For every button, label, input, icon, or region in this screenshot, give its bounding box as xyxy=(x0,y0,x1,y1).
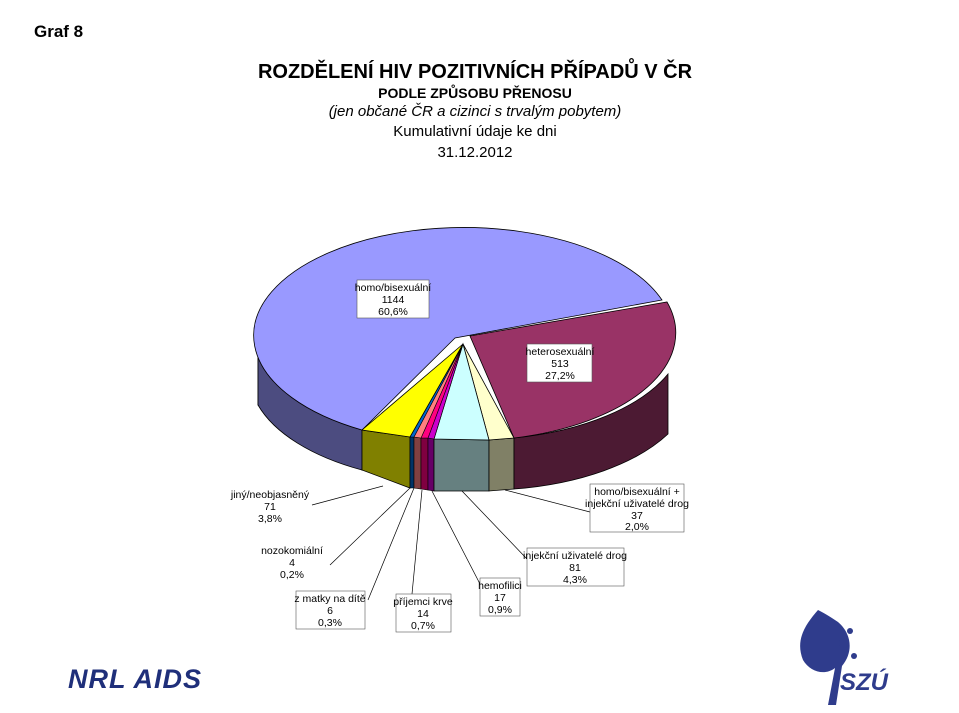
svg-text:71: 71 xyxy=(264,501,276,513)
svg-text:homo/bisexuální +: homo/bisexuální + xyxy=(594,486,680,498)
slice-side-hetero xyxy=(513,372,669,490)
svg-text:0,2%: 0,2% xyxy=(280,569,304,581)
svg-text:60,6%: 60,6% xyxy=(378,306,408,318)
chart-subtitle-scope: (jen občané ČR a cizinci s trvalým pobyt… xyxy=(328,103,622,120)
svg-text:1144: 1144 xyxy=(382,294,405,306)
slice-homo xyxy=(253,227,663,431)
label-krev: příjemci krve 14 0,7% xyxy=(393,593,453,633)
svg-text:hemofilici: hemofilici xyxy=(478,580,522,592)
svg-text:81: 81 xyxy=(569,562,581,574)
svg-text:0,7%: 0,7% xyxy=(411,620,435,632)
svg-text:příjemci krve: příjemci krve xyxy=(393,596,453,608)
svg-text:jiný/neobjasněný: jiný/neobjasněný xyxy=(230,489,310,501)
slice-side-homoidu xyxy=(488,437,515,492)
svg-text:4,3%: 4,3% xyxy=(563,574,587,586)
chart-date: 31.12.2012 xyxy=(437,144,513,161)
svg-text:nozokomiální: nozokomiální xyxy=(261,545,323,557)
label-homo-idu: homo/bisexuální + injekční uživatelé dro… xyxy=(585,483,689,533)
label-hemo: hemofilici 17 0,9% xyxy=(478,577,522,617)
chart-subtitle: PODLE ZPŮSOBU PŘENOSU xyxy=(378,85,572,101)
szu-logo: SZÚ xyxy=(800,610,889,705)
szu-logo-dot-icon xyxy=(839,638,849,648)
szu-logo-figure-icon xyxy=(800,610,850,705)
svg-text:6: 6 xyxy=(327,605,333,617)
label-homo: homo/bisexuální 1144 60,6% xyxy=(355,279,432,319)
label-idu: injekční uživatelé drog 81 4,3% xyxy=(523,547,627,587)
label-jiny: jiný/neobjasněný 71 3,8% xyxy=(230,489,310,525)
slice-side-idu xyxy=(433,438,490,492)
leader-line-krev xyxy=(411,489,423,595)
chart-subtitle-cumulative: Kumulativní údaje ke dni xyxy=(393,123,557,140)
slice-side-nozo xyxy=(409,436,415,489)
nrl-aids-logo: NRL AIDS xyxy=(68,664,203,694)
label-matka: z matky na dítě 6 0,3% xyxy=(294,590,366,630)
slice-side-krev xyxy=(420,437,429,491)
slice-side-matka xyxy=(413,436,422,490)
szu-logo-text: SZÚ xyxy=(840,668,889,696)
svg-text:0,9%: 0,9% xyxy=(488,604,512,616)
svg-text:injekční uživatelé drog: injekční uživatelé drog xyxy=(585,498,689,510)
svg-text:2,0%: 2,0% xyxy=(625,521,649,533)
svg-text:3,8%: 3,8% xyxy=(258,513,282,525)
svg-text:27,2%: 27,2% xyxy=(545,370,575,382)
svg-text:17: 17 xyxy=(494,592,506,604)
svg-text:injekční uživatelé drog: injekční uživatelé drog xyxy=(523,550,627,562)
leader-line-homoidu xyxy=(504,489,591,513)
label-nozo: nozokomiální 4 0,2% xyxy=(261,545,323,581)
label-hetero: heterosexuální 513 27,2% xyxy=(526,343,595,383)
svg-text:14: 14 xyxy=(417,608,429,620)
szu-logo-dot-icon-2 xyxy=(851,653,857,659)
leader-line-idu xyxy=(461,490,528,560)
svg-text:4: 4 xyxy=(289,557,295,569)
svg-text:513: 513 xyxy=(551,358,569,370)
slice-side-hemo xyxy=(427,437,435,492)
leader-line-nozo xyxy=(329,487,411,566)
svg-text:heterosexuální: heterosexuální xyxy=(526,346,595,358)
leader-line-matka xyxy=(367,487,415,601)
leader-line-hemo xyxy=(431,490,481,585)
slice-jiny xyxy=(361,343,464,438)
slice-side-jiny xyxy=(361,429,411,489)
graph-number-label: Graf 8 xyxy=(34,22,84,41)
svg-text:0,3%: 0,3% xyxy=(318,617,342,629)
leader-line-jiny xyxy=(311,485,384,506)
svg-text:z matky na dítě: z matky na dítě xyxy=(294,593,365,605)
szu-logo-dot-icon-3 xyxy=(847,628,853,634)
chart-title: ROZDĚLENÍ HIV POZITIVNÍCH PŘÍPADŮ V ČR xyxy=(257,61,693,83)
svg-text:homo/bisexuální: homo/bisexuální xyxy=(355,282,432,294)
svg-text:37: 37 xyxy=(631,510,643,522)
title-block: ROZDĚLENÍ HIV POZITIVNÍCH PŘÍPADŮ V ČR P… xyxy=(210,60,740,164)
